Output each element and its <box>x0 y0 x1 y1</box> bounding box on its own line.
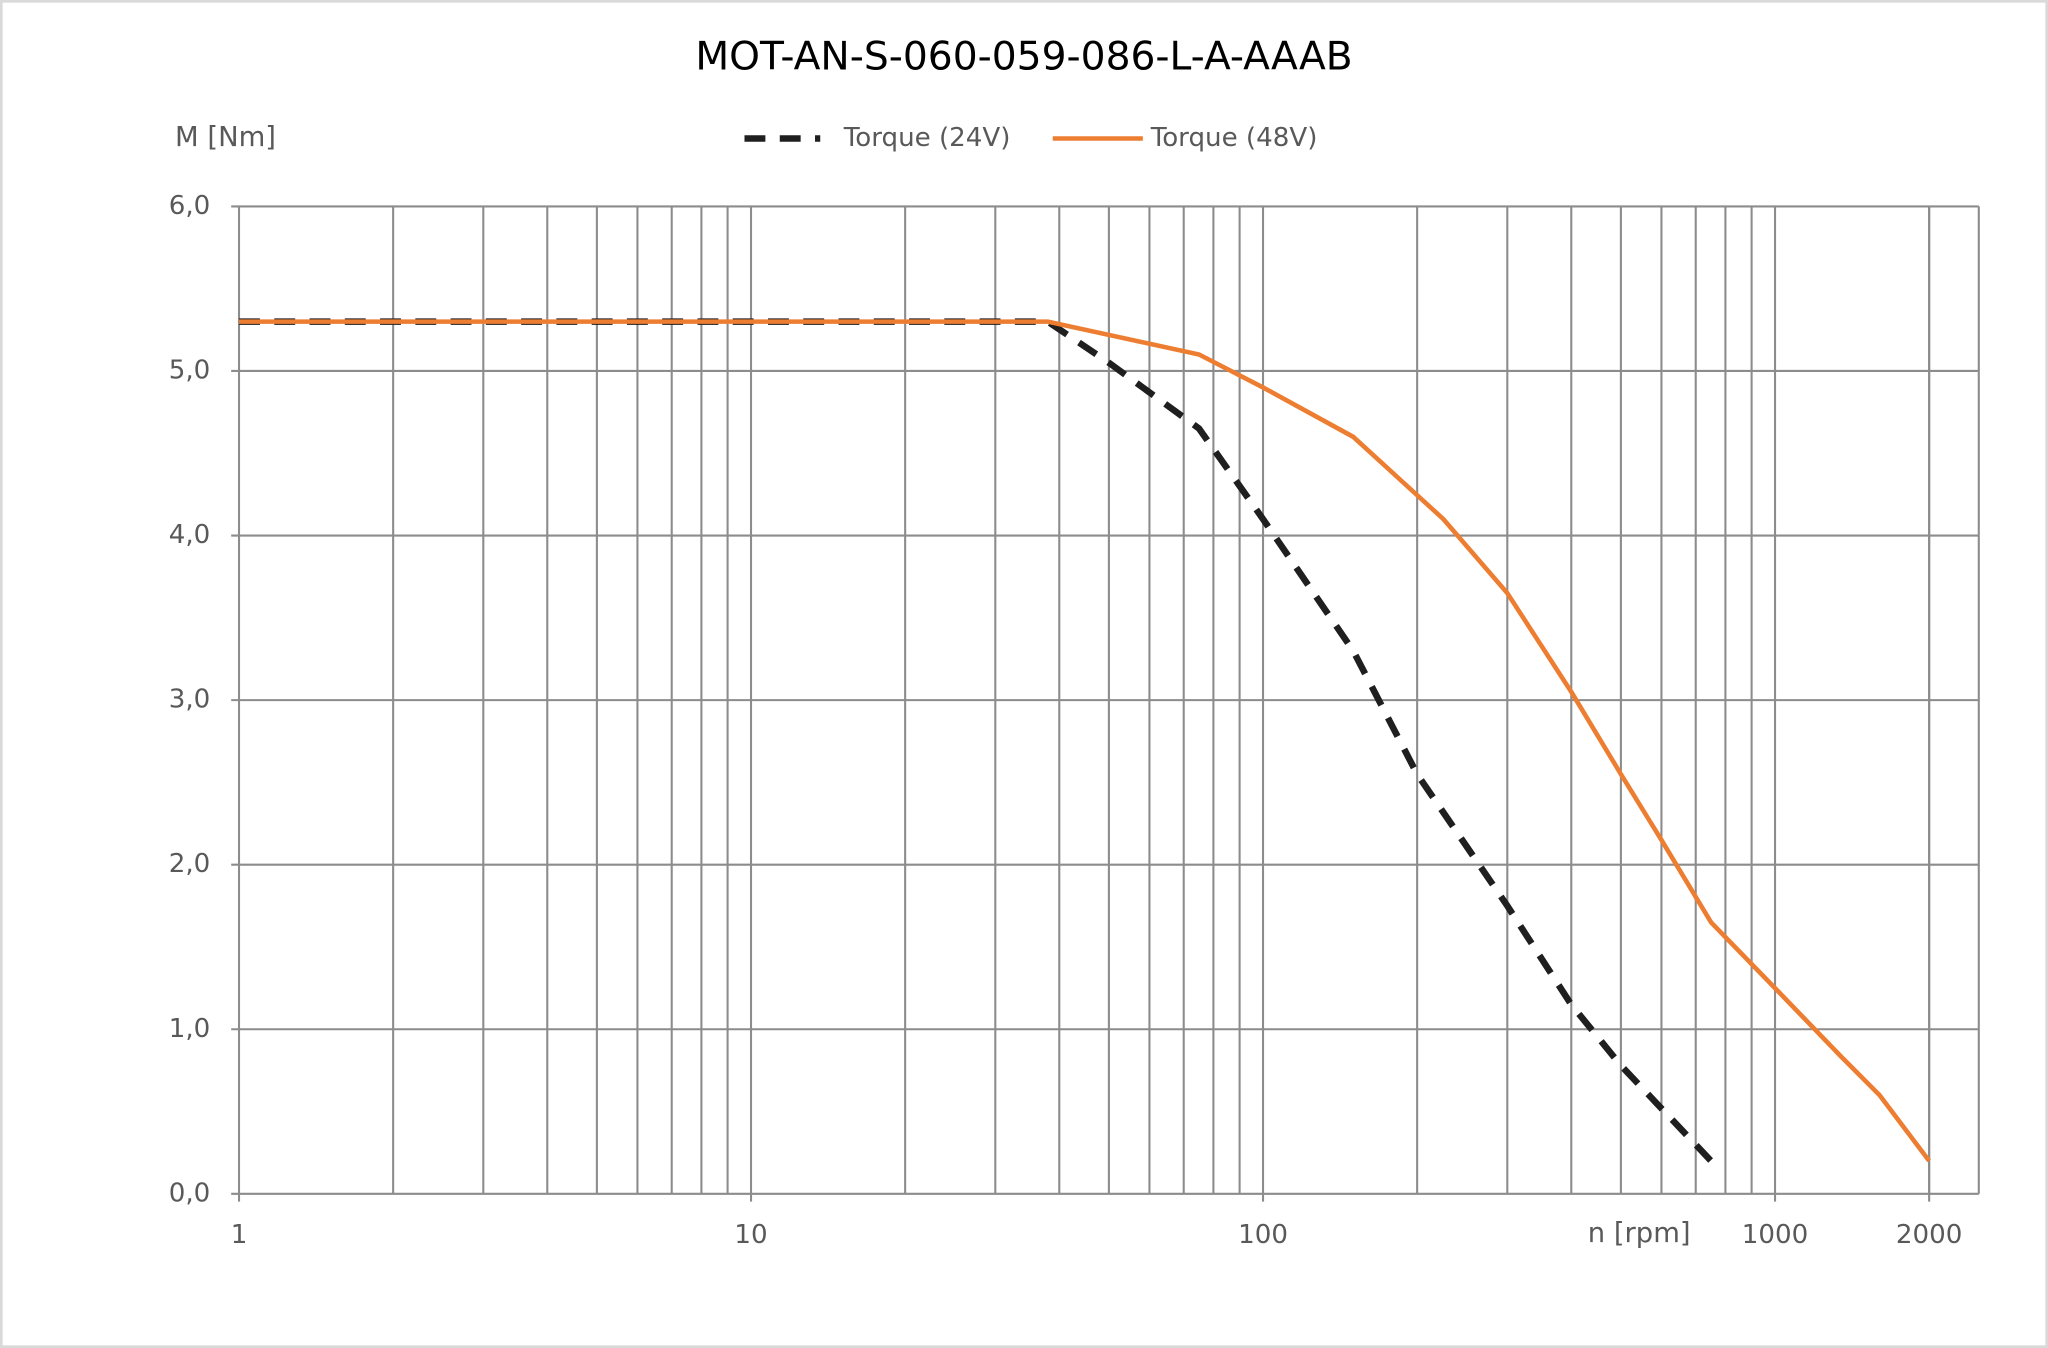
x-tick-label: 1 <box>231 1220 248 1250</box>
x-tick-label: 100 <box>1238 1220 1288 1250</box>
y-tick-label: 6,0 <box>169 191 211 221</box>
chart-title: MOT-AN-S-060-059-086-L-A-AAAB <box>695 34 1352 79</box>
legend-label: Torque (24V) <box>843 123 1011 153</box>
y-tick-label: 1,0 <box>169 1014 211 1044</box>
x-tick-label: 2000 <box>1896 1220 1962 1250</box>
y-tick-label: 5,0 <box>169 355 211 385</box>
x-axis-label: n [rpm] <box>1588 1218 1691 1249</box>
x-tick-label: 1000 <box>1742 1220 1808 1250</box>
x-tick-label: 10 <box>734 1220 767 1250</box>
data-line <box>239 319 1931 1163</box>
y-tick-label: 4,0 <box>169 520 211 550</box>
legend-label: Torque (48V) <box>1150 123 1318 153</box>
y-tick-label: 2,0 <box>169 849 211 879</box>
y-axis-label: M [Nm] <box>175 122 276 153</box>
data-line <box>239 318 1714 1164</box>
y-tick-label: 3,0 <box>169 685 211 715</box>
y-tick-label: 0,0 <box>169 1178 211 1208</box>
